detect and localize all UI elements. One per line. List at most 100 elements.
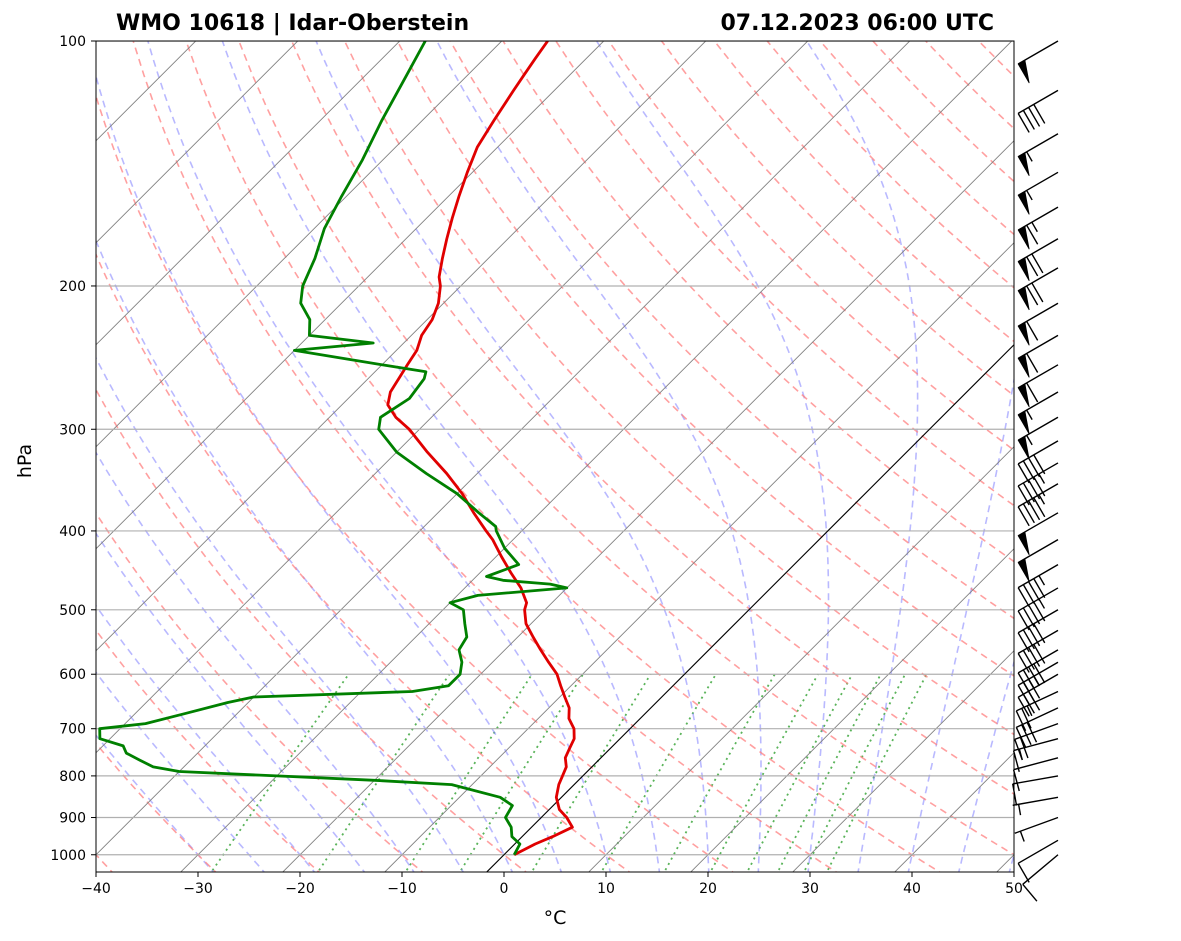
wind-barb-full [1014,739,1023,761]
wind-barb [1017,391,1059,435]
wind-barb-flag [1017,531,1030,556]
wind-barb-half [1026,151,1033,162]
wind-barb-full [1026,320,1039,341]
wind-barb-full [1017,463,1030,484]
wind-barb [1012,796,1059,816]
wind-barb-staff [1013,757,1059,771]
y-tick-label: 800 [59,769,86,785]
wind-barb-flag [1017,353,1030,378]
wind-barb [1017,564,1059,608]
zero-isotherm-line [485,343,1014,872]
mixing-ratio-line [600,673,717,872]
wind-barb-flag [1017,225,1030,250]
moist-adiabat [96,356,465,872]
temperature-profile-line [386,41,576,857]
mixing-ratio-line [746,673,854,872]
wind-barb-staff [1017,440,1059,465]
wind-barb-full [1017,485,1030,506]
wind-barb [1017,416,1059,460]
wind-barb-half [1038,473,1046,484]
wind-barb-full [1027,479,1041,500]
wind-barb-staff [1012,775,1059,785]
wind-barb-half [1031,221,1038,233]
isotherm-line [180,41,1013,872]
wind-barb-half [1038,598,1046,609]
isotherm-line [96,41,707,652]
dry-adiabat [96,388,528,872]
dry-adiabat [449,41,1014,620]
wind-barb-half [1038,575,1046,586]
mixing-ratio-line [404,673,533,872]
moist-adiabat [907,375,1014,872]
plot-frame [95,40,1015,873]
y-tick-label: 200 [59,279,86,295]
wind-barb-flag [1017,190,1030,215]
wind-barb-half [1026,705,1033,717]
wind-barb-staff [1017,649,1059,674]
wind-barb-full [1033,623,1046,644]
wind-barb [1022,854,1059,902]
x-tick-label: 10 [597,881,615,897]
wind-barb [1012,775,1059,806]
wind-barb-full [1033,476,1046,497]
wind-barb-full [1026,285,1039,306]
wind-barb-full [1027,457,1041,478]
moist-adiabat [221,41,661,872]
wind-barb-full [1027,666,1041,687]
wind-barb [1017,839,1059,883]
wind-barb-full [1012,769,1020,792]
wind-barb-half [1026,190,1033,201]
dry-adiabat [608,41,1014,452]
wind-barb-full [1017,696,1030,717]
isotherm-line [96,41,503,448]
y-tick-label: 500 [59,603,86,619]
wind-barb-full [1026,224,1039,245]
wind-barb-full [1033,454,1046,475]
wind-barb [1017,206,1059,250]
moist-adiabat [806,41,919,872]
wind-barb-staff [1013,737,1059,752]
isotherm-line [96,41,401,346]
isotherm-line [96,41,911,856]
wind-barb [1014,722,1059,761]
wind-barb-full [1017,610,1030,631]
wind-barb-staff [1016,690,1059,712]
wind-barb-flag [1017,257,1030,282]
wind-barb [1017,238,1059,282]
wind-barb-full [1012,750,1020,772]
isotherm-line [384,242,1014,872]
wind-barb-full [1022,584,1035,605]
wind-barb-staff [1017,661,1059,686]
wind-barb-full [1033,601,1046,622]
wind-barb [1017,40,1059,84]
wind-barb-flag [1017,410,1030,435]
wind-barb [1012,757,1059,792]
wind-barb-half [1026,435,1033,446]
mixing-ratio-line [803,673,906,872]
mixing-ratio-line [530,673,652,872]
wind-barb-staff [1014,816,1059,834]
x-tick-label: −10 [387,881,417,897]
wind-barb-flag [1017,435,1030,460]
plot-area [96,41,1014,872]
wind-barb [1017,629,1059,673]
wind-barb-full [1017,506,1030,527]
wind-barb-full [1027,500,1041,521]
wind-barb [1015,707,1059,748]
wind-barb-staff [1022,854,1059,885]
wind-barb [1017,334,1059,378]
isotherm-line [690,548,1014,872]
wind-barb-full [1021,724,1032,746]
wind-barb [1017,171,1059,215]
y-tick-label: 300 [59,422,86,438]
y-axis-label: hPa [14,444,36,478]
mixing-ratio-line [210,673,350,872]
wind-barb [1017,483,1059,527]
wind-barb-flag [1017,321,1030,346]
wind-barb-full [1017,632,1030,653]
dry-adiabat [343,41,1014,736]
x-tick-label: 0 [500,881,509,897]
y-axis-ticks: 100 200 300 400 500 600 700 800 900 1000 [50,34,96,864]
wind-barb [1017,133,1059,176]
wind-barb-full [1027,581,1041,602]
